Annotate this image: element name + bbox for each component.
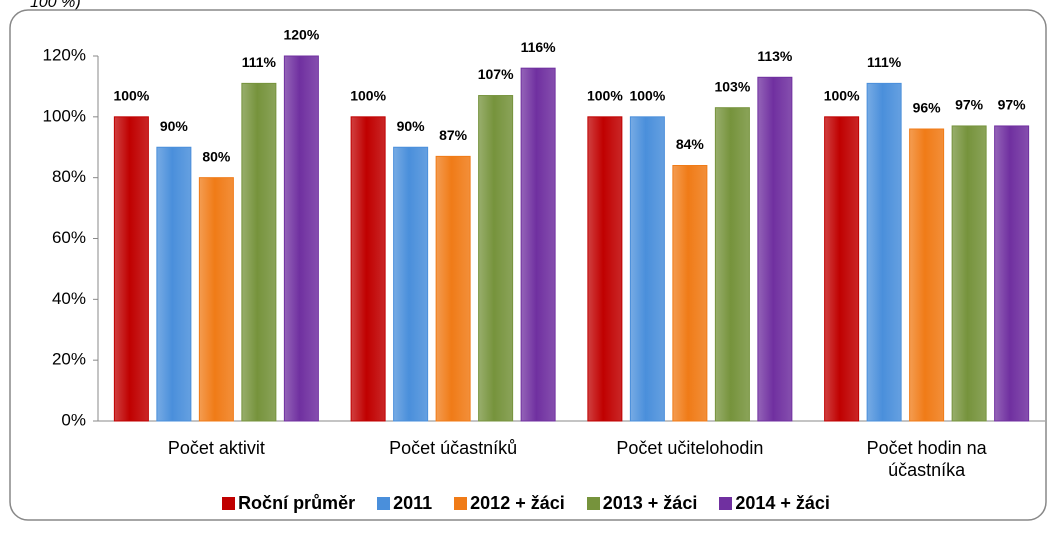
bar	[113, 116, 149, 422]
bar	[520, 67, 556, 422]
bar	[629, 116, 665, 422]
data-label: 96%	[913, 100, 942, 116]
data-label: 97%	[955, 97, 984, 113]
bar	[757, 76, 793, 422]
legend-label: 2014 + žáci	[735, 493, 830, 513]
data-label: 116%	[521, 39, 557, 55]
bar	[866, 82, 902, 422]
bar	[672, 165, 708, 422]
data-label: 111%	[867, 54, 902, 70]
legend-swatch	[377, 497, 391, 510]
y-tick-label: 120%	[43, 45, 86, 64]
bar	[824, 116, 860, 422]
y-tick-label: 0%	[61, 410, 86, 429]
bar	[156, 146, 192, 422]
legend-label: Roční průměr	[238, 493, 356, 513]
legend: Roční průměr 2011 2012 + žáci 2013 + žáci 20…	[0, 493, 1052, 514]
bar	[587, 116, 623, 422]
bar	[478, 95, 514, 422]
data-label: 97%	[998, 97, 1027, 113]
legend-label: 2012 + žáci	[470, 493, 565, 513]
legend-item: 2011	[377, 493, 432, 514]
bar	[994, 125, 1030, 422]
bar	[951, 125, 987, 422]
data-label: 87%	[439, 127, 468, 143]
bar	[909, 128, 945, 422]
bar	[393, 146, 429, 422]
data-label: 100%	[629, 88, 665, 104]
x-tick-label: Počet aktivit	[167, 438, 265, 458]
legend-item: 2012 + žáci	[454, 493, 565, 514]
data-label: 100%	[824, 88, 860, 104]
x-tick-label: Počet účastníků	[389, 438, 518, 458]
y-tick-label: 100%	[43, 106, 86, 125]
x-tick-label: Počet učitelohodin	[616, 438, 764, 458]
chart-frame	[9, 9, 1047, 521]
legend-swatch	[454, 497, 468, 510]
y-tick-label: 40%	[52, 289, 86, 308]
legend-swatch	[719, 497, 733, 510]
y-tick-label: 60%	[52, 228, 86, 247]
data-label: 90%	[397, 118, 426, 134]
bar	[241, 82, 277, 422]
legend-swatch	[222, 497, 236, 510]
data-label: 80%	[202, 148, 231, 164]
data-label: 120%	[283, 27, 319, 43]
legend-label: 2011	[393, 493, 433, 513]
x-tick-label: Počet hodin na účastníka	[866, 438, 987, 480]
bar	[283, 55, 319, 422]
annotation: 100 %)	[30, 0, 81, 11]
y-tick-label: 80%	[52, 167, 86, 186]
data-label: 84%	[676, 136, 705, 152]
bar	[350, 116, 386, 422]
legend-item: 2013 + žáci	[586, 493, 698, 514]
data-label: 90%	[160, 118, 189, 134]
legend-item: Roční průměr	[222, 493, 355, 514]
data-label: 100%	[350, 88, 386, 104]
bar	[198, 177, 234, 422]
data-label: 107%	[478, 66, 514, 82]
data-label: 100%	[113, 88, 149, 104]
bar	[435, 155, 471, 422]
data-label: 100%	[587, 88, 623, 104]
y-tick-label: 20%	[52, 350, 86, 369]
legend-swatch	[586, 497, 600, 510]
data-label: 103%	[714, 78, 750, 94]
bar	[714, 107, 750, 422]
legend-item: 2014 + žáci	[719, 493, 830, 514]
data-label: 111%	[242, 54, 277, 70]
data-label: 113%	[757, 48, 793, 64]
legend-label: 2013 + žáci	[602, 493, 698, 513]
